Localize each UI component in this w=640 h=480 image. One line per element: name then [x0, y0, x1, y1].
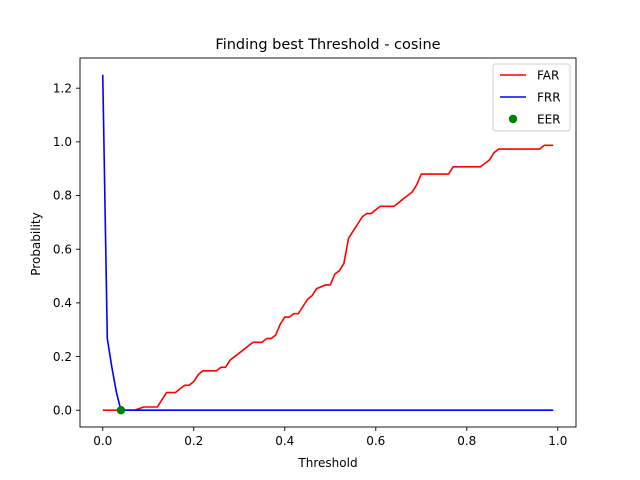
x-tick-label: 0.2: [184, 434, 203, 448]
x-axis-label: Threshold: [297, 456, 357, 470]
y-tick-label: 0.6: [53, 242, 72, 256]
axes-layer: 0.0 0.2 0.4 0.6 0.8 1.0 0.0 0.2 0.4 0.6 0.8 1.0 1.2: [53, 57, 577, 448]
y-tick-label: 0.4: [53, 296, 72, 310]
point-eer: [116, 406, 126, 415]
y-axis-label: Probability: [29, 212, 43, 275]
axes-frame: [79, 57, 577, 428]
x-tick-label: 0.0: [93, 434, 112, 448]
x-tick-label: 0.8: [457, 434, 476, 448]
y-tick-label: 1.0: [53, 135, 72, 149]
legend-label-eer: EER: [537, 112, 561, 126]
x-tick-label: 0.4: [275, 434, 294, 448]
y-tick-label: 0.0: [53, 403, 72, 417]
series-line-far: [102, 144, 554, 412]
series-line-frr: [101, 74, 554, 412]
legend-swatch-eer: [508, 114, 518, 124]
y-tick-label: 0.8: [53, 189, 72, 203]
x-tick-label: 1.0: [548, 434, 567, 448]
legend-label-frr: FRR: [537, 90, 561, 104]
x-tick-label: 0.6: [366, 434, 385, 448]
y-tick-label: 0.2: [53, 350, 72, 364]
legend-box: [492, 63, 571, 132]
y-tick-label: 1.2: [53, 81, 72, 95]
legend-label-far: FAR: [537, 68, 559, 82]
chart-title: Finding best Threshold - cosine: [215, 37, 440, 53]
series-layer: [101, 74, 554, 415]
legend: FAR FRR EER: [492, 63, 571, 132]
